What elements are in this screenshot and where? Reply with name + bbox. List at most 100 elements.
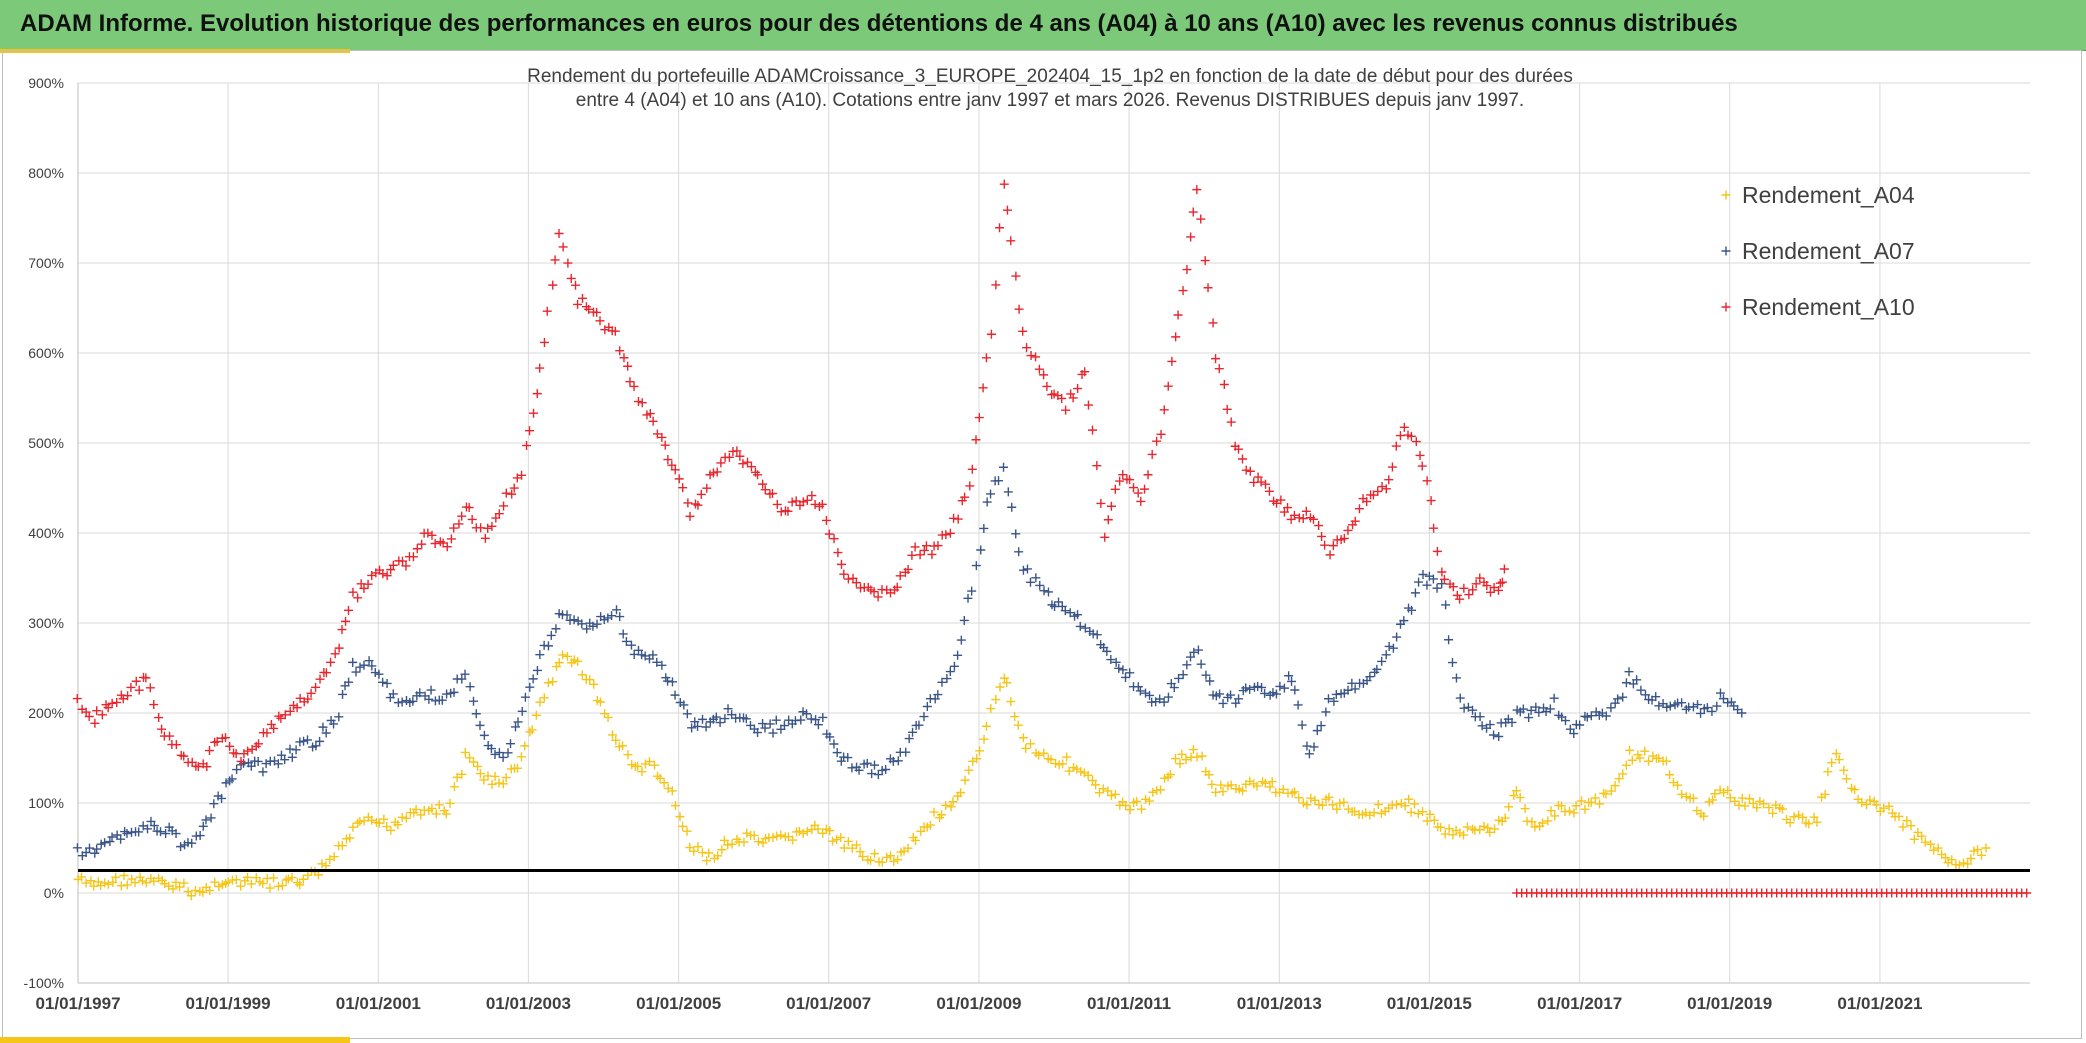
data-point xyxy=(1381,650,1391,660)
data-point xyxy=(927,549,937,559)
data-point xyxy=(1205,676,1215,686)
data-point xyxy=(1147,449,1157,459)
data-point xyxy=(615,612,625,622)
data-point xyxy=(956,788,966,798)
data-point xyxy=(1034,364,1044,374)
data-point xyxy=(1034,750,1044,760)
data-point xyxy=(645,409,655,419)
data-point xyxy=(149,876,159,886)
data-point xyxy=(1929,845,1939,855)
data-point xyxy=(201,815,211,825)
data-point xyxy=(1954,860,1964,870)
data-point xyxy=(582,624,592,634)
data-point xyxy=(964,765,974,775)
data-point xyxy=(195,831,205,841)
data-point xyxy=(723,704,733,714)
data-point xyxy=(265,883,275,893)
data-point xyxy=(889,856,899,866)
data-point xyxy=(84,843,94,853)
data-point xyxy=(825,826,835,836)
y-tick-label: 200% xyxy=(28,705,64,721)
data-point xyxy=(824,529,834,539)
data-point xyxy=(520,741,530,751)
x-tick-label: 01/01/2003 xyxy=(486,994,571,1013)
legend-label: Rendement_A07 xyxy=(1742,238,1915,264)
data-point xyxy=(1298,513,1308,523)
data-point xyxy=(1114,663,1124,673)
data-point xyxy=(1959,858,1969,868)
data-point xyxy=(1169,683,1179,693)
data-point xyxy=(1237,454,1247,464)
data-point xyxy=(723,840,733,850)
data-point xyxy=(204,746,214,756)
data-point xyxy=(1328,541,1338,551)
data-point xyxy=(135,872,145,882)
data-point xyxy=(542,306,552,316)
data-point xyxy=(991,695,1001,705)
data-point xyxy=(1177,749,1187,759)
data-point xyxy=(1304,749,1314,759)
data-point xyxy=(1759,799,1769,809)
data-point xyxy=(1661,756,1671,766)
data-point xyxy=(126,682,136,692)
data-point xyxy=(1332,804,1342,814)
data-point xyxy=(915,550,925,560)
data-point xyxy=(318,722,328,732)
data-point xyxy=(97,710,107,720)
data-point xyxy=(1234,444,1244,454)
data-point xyxy=(427,530,437,540)
data-point xyxy=(566,273,576,283)
data-point xyxy=(341,616,351,626)
data-point xyxy=(1143,470,1153,480)
data-point xyxy=(535,650,545,660)
data-point xyxy=(1665,770,1675,780)
data-point xyxy=(1387,462,1397,472)
data-point xyxy=(794,826,804,836)
data-point xyxy=(1531,702,1541,712)
x-tick-label: 01/01/2019 xyxy=(1687,994,1772,1013)
data-point xyxy=(1039,370,1049,380)
data-point xyxy=(1329,696,1339,706)
data-point xyxy=(1301,506,1311,516)
data-point xyxy=(274,711,284,721)
data-point xyxy=(679,700,689,710)
data-point xyxy=(157,724,167,734)
data-point xyxy=(1175,759,1185,769)
data-point xyxy=(712,467,722,477)
data-point xyxy=(960,492,970,502)
data-point xyxy=(577,619,587,629)
data-point xyxy=(1439,574,1449,584)
data-point xyxy=(1794,810,1804,820)
data-point xyxy=(1384,641,1394,651)
data-point xyxy=(363,579,373,589)
data-point xyxy=(227,774,237,784)
data-point xyxy=(231,749,241,759)
data-point xyxy=(1576,796,1586,806)
data-point xyxy=(682,709,692,719)
data-point xyxy=(1640,746,1650,756)
data-point xyxy=(1111,657,1121,667)
data-point xyxy=(753,470,763,480)
data-point xyxy=(401,561,411,571)
data-point xyxy=(217,793,227,803)
data-point xyxy=(832,748,842,758)
data-point xyxy=(869,587,879,597)
data-point xyxy=(1173,310,1183,320)
data-point xyxy=(652,657,662,667)
data-point xyxy=(198,887,208,897)
data-point xyxy=(1279,507,1289,517)
data-point xyxy=(548,677,558,687)
data-point xyxy=(116,834,126,844)
data-point xyxy=(130,878,140,888)
data-point xyxy=(355,662,365,672)
data-point xyxy=(1318,800,1328,810)
data-point xyxy=(431,809,441,819)
data-point xyxy=(1039,586,1049,596)
data-point xyxy=(625,377,635,387)
data-point xyxy=(1312,726,1322,736)
data-point xyxy=(494,748,504,758)
data-point xyxy=(1192,752,1202,762)
data-point xyxy=(1917,831,1927,841)
data-point xyxy=(246,761,256,771)
data-point xyxy=(1328,800,1338,810)
